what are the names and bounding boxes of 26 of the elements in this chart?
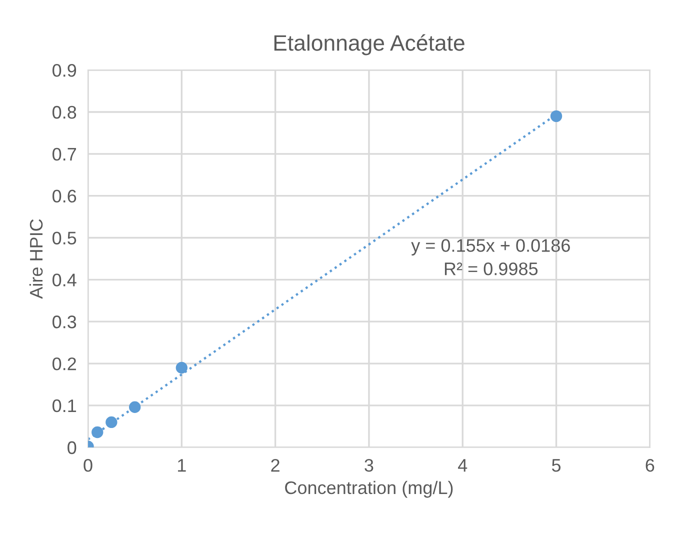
x-tick-label: 4	[458, 459, 468, 472]
y-axis-title: Aire HPIC	[29, 219, 43, 299]
point	[550, 110, 562, 122]
point	[128, 401, 141, 413]
x-tick-label: 1	[178, 459, 186, 472]
y-tick-label: 0.6	[52, 190, 76, 203]
annotation: y = 0.155x + 0.0186 R² = 0.9985	[411, 239, 570, 276]
point	[176, 362, 188, 374]
y-tick-label: 0.4	[52, 274, 76, 286]
x-tick-label: 6	[646, 458, 654, 472]
y-tick-label: 0.2	[52, 357, 76, 370]
x-tick-label: 5	[552, 459, 561, 472]
y-tick-label: 0.8	[52, 106, 76, 119]
y-tick-label: 0.7	[52, 148, 76, 161]
y-tick-label: 0	[68, 441, 76, 454]
y-tick-label: 0.9	[52, 64, 76, 77]
point	[106, 416, 118, 428]
y-tick-label: 0.3	[52, 316, 76, 328]
x-tick-label: 3	[364, 458, 374, 472]
point	[92, 426, 104, 438]
y-tick-label: 0.5	[52, 232, 76, 244]
x-axis-title: Concentration (mg/L)	[285, 480, 453, 498]
y-tick-label: 0.1	[52, 399, 76, 412]
x-tick-label: 2	[271, 458, 280, 472]
x-tick-label: 0	[84, 458, 92, 472]
chart-title: Etalonnage Acétate	[274, 34, 464, 56]
